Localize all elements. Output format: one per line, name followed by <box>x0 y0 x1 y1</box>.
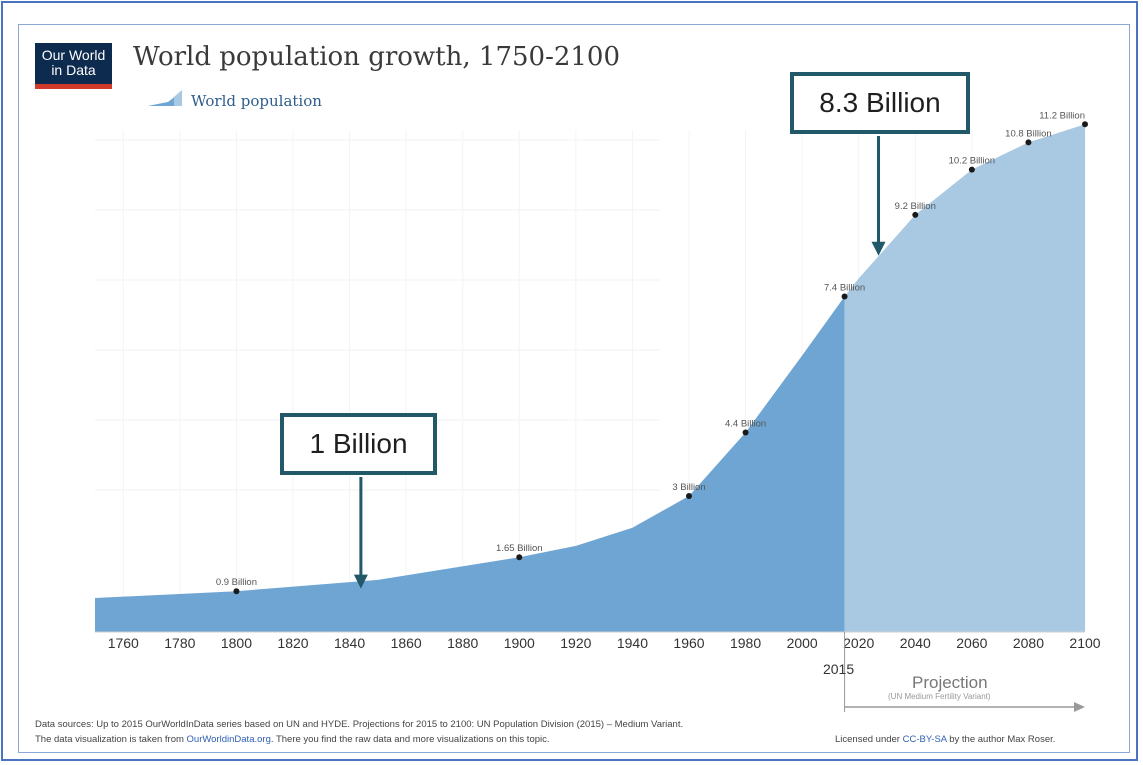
footer-license-link[interactable]: CC-BY-SA <box>902 734 947 745</box>
x-tick-label: 1800 <box>221 635 252 651</box>
data-label: 3 Billion <box>672 482 705 493</box>
x-tick-label: 1840 <box>334 635 365 651</box>
callout-1-billion: 1 Billion <box>280 413 437 475</box>
data-point <box>912 211 919 218</box>
data-point <box>841 293 848 300</box>
logo-red-strip <box>35 84 112 89</box>
marker-2015-label: 2015 <box>823 661 854 677</box>
logo-line2: in Data <box>51 62 96 78</box>
data-label: 10.8 Billion <box>1005 128 1051 139</box>
footer-viz-note: The data visualization is taken from Our… <box>35 734 550 745</box>
legend-area-icon <box>148 90 182 106</box>
data-point <box>233 588 240 595</box>
x-tick-label: 2060 <box>956 635 987 651</box>
data-label: 1.65 Billion <box>496 543 542 554</box>
x-tick-label: 1900 <box>504 635 535 651</box>
data-label: 9.2 Billion <box>895 201 936 212</box>
footer-license-suffix: by the author Max Roser. <box>946 734 1056 745</box>
x-tick-label: 1820 <box>277 635 308 651</box>
callout-8-3-billion: 8.3 Billion <box>790 72 970 134</box>
x-tick-label: 1880 <box>447 635 478 651</box>
logo-line1: Our World <box>41 47 106 63</box>
x-tick-label: 1760 <box>108 635 139 651</box>
data-label: 10.2 Billion <box>949 156 995 167</box>
footer-owid-link[interactable]: OurWorldinData.org <box>186 734 271 745</box>
callout-arrowhead-1-billion <box>353 574 368 589</box>
projection-sublabel: (UN Medium Fertility Variant) <box>888 692 991 701</box>
data-label: 7.4 Billion <box>824 283 865 294</box>
area-projection <box>844 124 1085 633</box>
owid-logo: Our World in Data <box>35 43 112 88</box>
projection-label: Projection <box>912 673 988 692</box>
footer-license: Licensed under CC-BY-SA by the author Ma… <box>835 734 1055 745</box>
data-label: 4.4 Billion <box>725 419 766 430</box>
data-point <box>968 166 975 173</box>
footer-viz-prefix: The data visualization is taken from <box>35 734 187 745</box>
x-tick-label: 1940 <box>617 635 648 651</box>
data-point <box>1082 121 1088 128</box>
x-tick-label: 2020 <box>843 635 874 651</box>
x-tick-label: 1960 <box>673 635 704 651</box>
data-point <box>516 554 523 561</box>
x-tick-label: 1860 <box>391 635 422 651</box>
inner-frame <box>18 24 1130 753</box>
x-tick-label: 2000 <box>787 635 818 651</box>
x-tick-label: 2040 <box>900 635 931 651</box>
data-label: 11.2 Billion <box>1039 110 1085 121</box>
callout-arrowhead-8-3-billion <box>871 241 886 256</box>
footer-viz-suffix: . There you find the raw data and more v… <box>270 734 550 745</box>
chart-title: World population growth, 1750-2100 <box>133 42 621 72</box>
footer-license-prefix: Licensed under <box>835 734 903 745</box>
x-tick-label: 1780 <box>164 635 195 651</box>
projection-arrow-head <box>1074 702 1085 712</box>
x-tick-label: 2080 <box>1013 635 1044 651</box>
footer-sources: Data sources: Up to 2015 OurWorldInData … <box>35 719 684 730</box>
data-label: 0.9 Billion <box>216 577 257 588</box>
data-point <box>686 493 692 499</box>
area-historical <box>95 296 845 632</box>
x-tick-label: 2100 <box>1069 635 1100 651</box>
legend-label: World population <box>191 92 322 110</box>
data-point <box>742 429 749 436</box>
x-tick-label: 1920 <box>560 635 591 651</box>
data-point <box>1025 139 1032 146</box>
x-tick-label: 1980 <box>730 635 761 651</box>
